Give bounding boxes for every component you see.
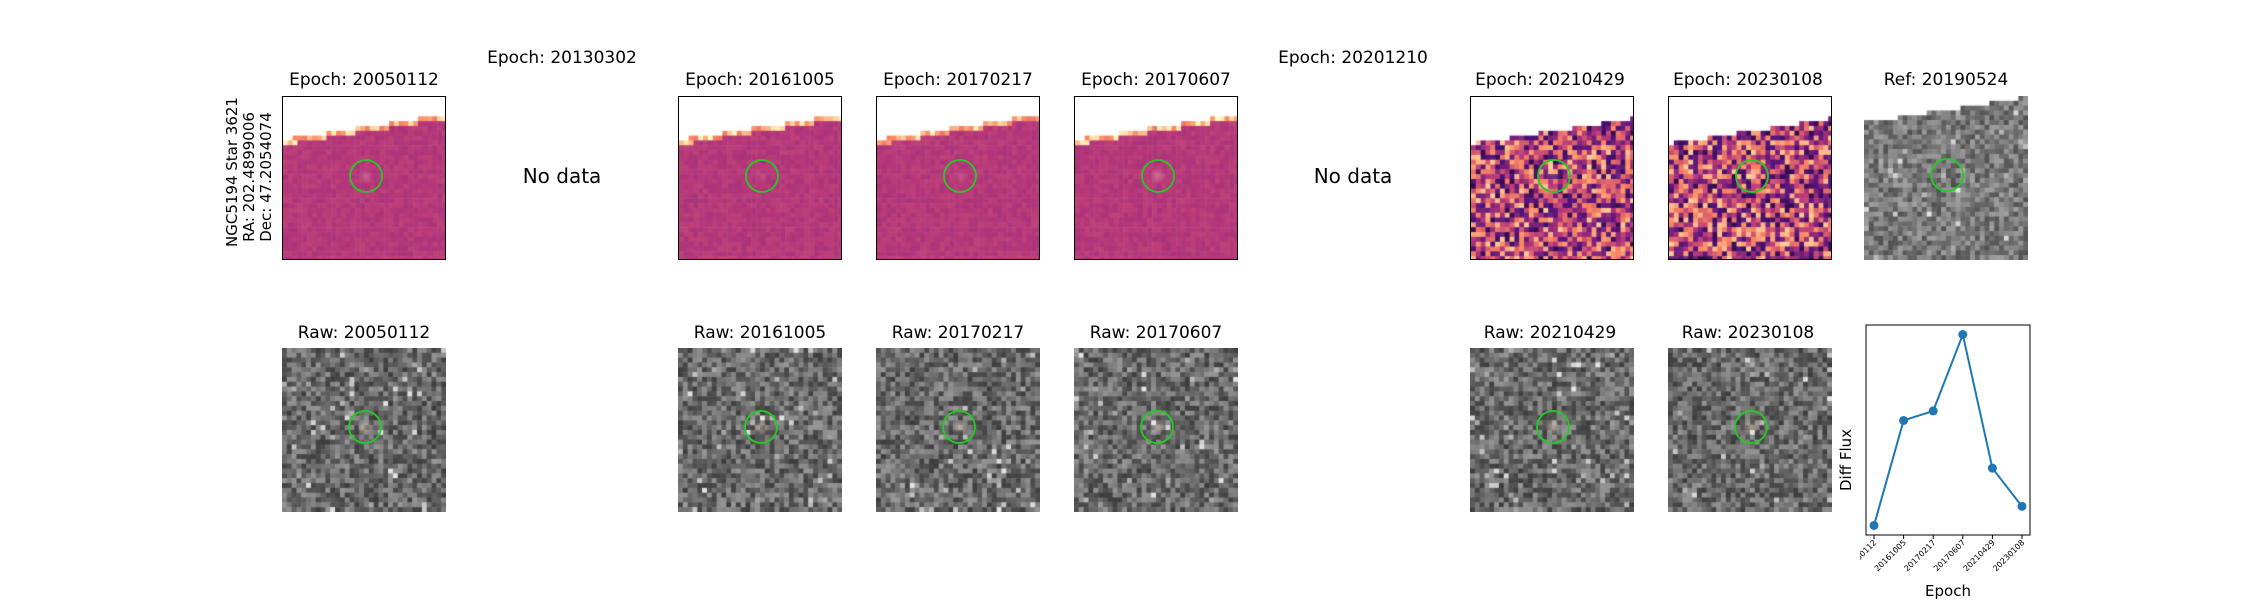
data-point-20050112 <box>1869 520 1879 530</box>
data-point-20170217 <box>1928 406 1938 416</box>
target-ra: RA: 202.4899006 <box>240 112 258 242</box>
title-raw-20170607: Raw: 20170607 <box>1089 323 1223 343</box>
title-raw-20170217: Raw: 20170217 <box>891 323 1025 343</box>
title-epoch-20170607: Epoch: 20170607 <box>1081 70 1231 90</box>
title-epoch-20161005: Epoch: 20161005 <box>685 70 835 90</box>
title-reference: Ref: 20190524 <box>1883 70 2009 90</box>
target-circle <box>1536 410 1570 444</box>
target-dec: Dec: 47.2054074 <box>257 112 275 242</box>
title-epoch-20210429: Epoch: 20210429 <box>1475 70 1625 90</box>
diff-image-20170607 <box>1074 96 1238 260</box>
target-circle <box>1141 159 1175 193</box>
target-circle <box>348 410 382 444</box>
target-circle <box>1537 159 1571 193</box>
no-data-20130302: No data <box>522 164 602 188</box>
title-raw-20050112: Raw: 20050112 <box>297 323 431 343</box>
data-point-20170607 <box>1958 330 1968 340</box>
diff-image-20161005 <box>678 96 842 260</box>
target-circle <box>942 410 976 444</box>
y-axis-label: Diff Flux <box>1837 429 1855 491</box>
target-circle <box>943 159 977 193</box>
target-circle <box>744 410 778 444</box>
target-circle <box>745 159 779 193</box>
series-line <box>1873 331 2023 526</box>
target-circle <box>1930 158 1964 192</box>
title-raw-20161005: Raw: 20161005 <box>693 323 827 343</box>
reference-image-20190524 <box>1864 96 2028 260</box>
target-circle <box>1735 159 1769 193</box>
raw-image-20230108 <box>1668 348 1832 512</box>
plot-frame <box>1865 324 2031 536</box>
title-raw-20230108: Raw: 20230108 <box>1681 323 1815 343</box>
data-point-20230108 <box>2017 501 2027 511</box>
title-epoch-20201210: Epoch: 20201210 <box>1278 48 1428 68</box>
title-raw-20210429: Raw: 20210429 <box>1483 323 1617 343</box>
data-point-20161005 <box>1899 415 1909 425</box>
raw-image-20050112 <box>282 348 446 512</box>
title-epoch-20170217: Epoch: 20170217 <box>883 70 1033 90</box>
diff-image-20230108 <box>1668 96 1832 260</box>
target-circle <box>349 159 383 193</box>
target-object-name: NGC5194 Star 3621 <box>223 97 241 247</box>
target-circle <box>1734 410 1768 444</box>
raw-image-20210429 <box>1470 348 1634 512</box>
raw-image-20170607 <box>1074 348 1238 512</box>
diff-flux-light-curve: 2005011220161005201702172017060720210429… <box>1860 324 2031 600</box>
x-axis-label: Epoch <box>1925 582 1971 600</box>
target-circle <box>1140 410 1174 444</box>
diff-image-20170217 <box>876 96 1040 260</box>
raw-image-20170217 <box>876 348 1040 512</box>
raw-image-20161005 <box>678 348 842 512</box>
title-epoch-20230108: Epoch: 20230108 <box>1673 70 1823 90</box>
x-tick-label-20230108: 20230108 <box>1991 538 2026 573</box>
data-point-20210429 <box>1987 463 1997 473</box>
title-epoch-20050112: Epoch: 20050112 <box>289 70 439 90</box>
diff-image-20050112 <box>282 96 446 260</box>
diff-image-20210429 <box>1470 96 1634 260</box>
no-data-20201210: No data <box>1313 164 1393 188</box>
title-epoch-20130302: Epoch: 20130302 <box>487 48 637 68</box>
